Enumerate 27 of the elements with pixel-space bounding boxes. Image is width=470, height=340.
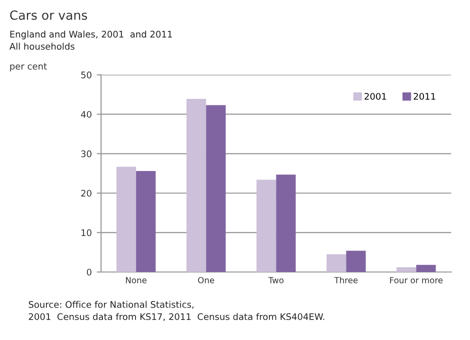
chart-title: Cars or vans <box>10 10 88 20</box>
x-tick-label: Three <box>334 276 358 284</box>
y-tick-label: 20 <box>81 190 92 197</box>
bar <box>116 166 136 272</box>
bar <box>276 174 296 272</box>
bar <box>256 180 276 272</box>
x-tick-label: Two <box>268 277 284 284</box>
bar <box>136 171 156 272</box>
x-tick-label: Four or more <box>390 277 443 284</box>
source-note: Source: Office for National Statistics, 2001 Census data from KS17, 2011 Census data from KS404EW. <box>28 300 324 321</box>
y-tick-label: 0 <box>86 268 92 276</box>
y-tick-label: 40 <box>80 110 92 118</box>
bar <box>416 264 436 272</box>
bar <box>186 98 206 272</box>
x-tick-label: None <box>126 277 146 284</box>
bar <box>326 254 346 272</box>
y-tick-label: 10 <box>82 229 92 236</box>
x-tick-label: One <box>198 277 214 284</box>
bar <box>206 105 226 272</box>
legend-label: 2011 <box>414 92 436 100</box>
legend-label: 2001 <box>364 92 386 100</box>
y-axis-title: per cent <box>10 63 47 72</box>
y-tick-label: 30 <box>81 150 92 158</box>
bar <box>396 267 416 272</box>
chart-subtitle: England and Wales, 2001 and 2011 All households <box>9 30 172 50</box>
y-tick-label: 50 <box>81 72 92 78</box>
bar <box>346 250 366 272</box>
